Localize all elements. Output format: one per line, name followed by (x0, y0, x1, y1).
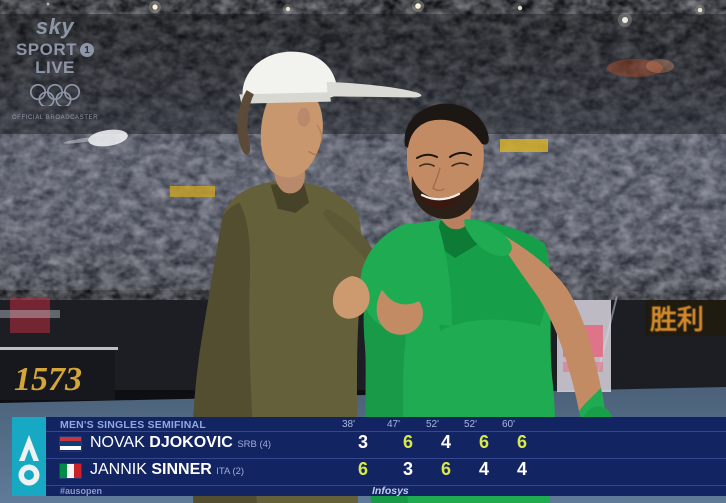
svg-text:胜利: 胜利 (650, 305, 704, 335)
svg-text:1573: 1573 (14, 361, 82, 398)
